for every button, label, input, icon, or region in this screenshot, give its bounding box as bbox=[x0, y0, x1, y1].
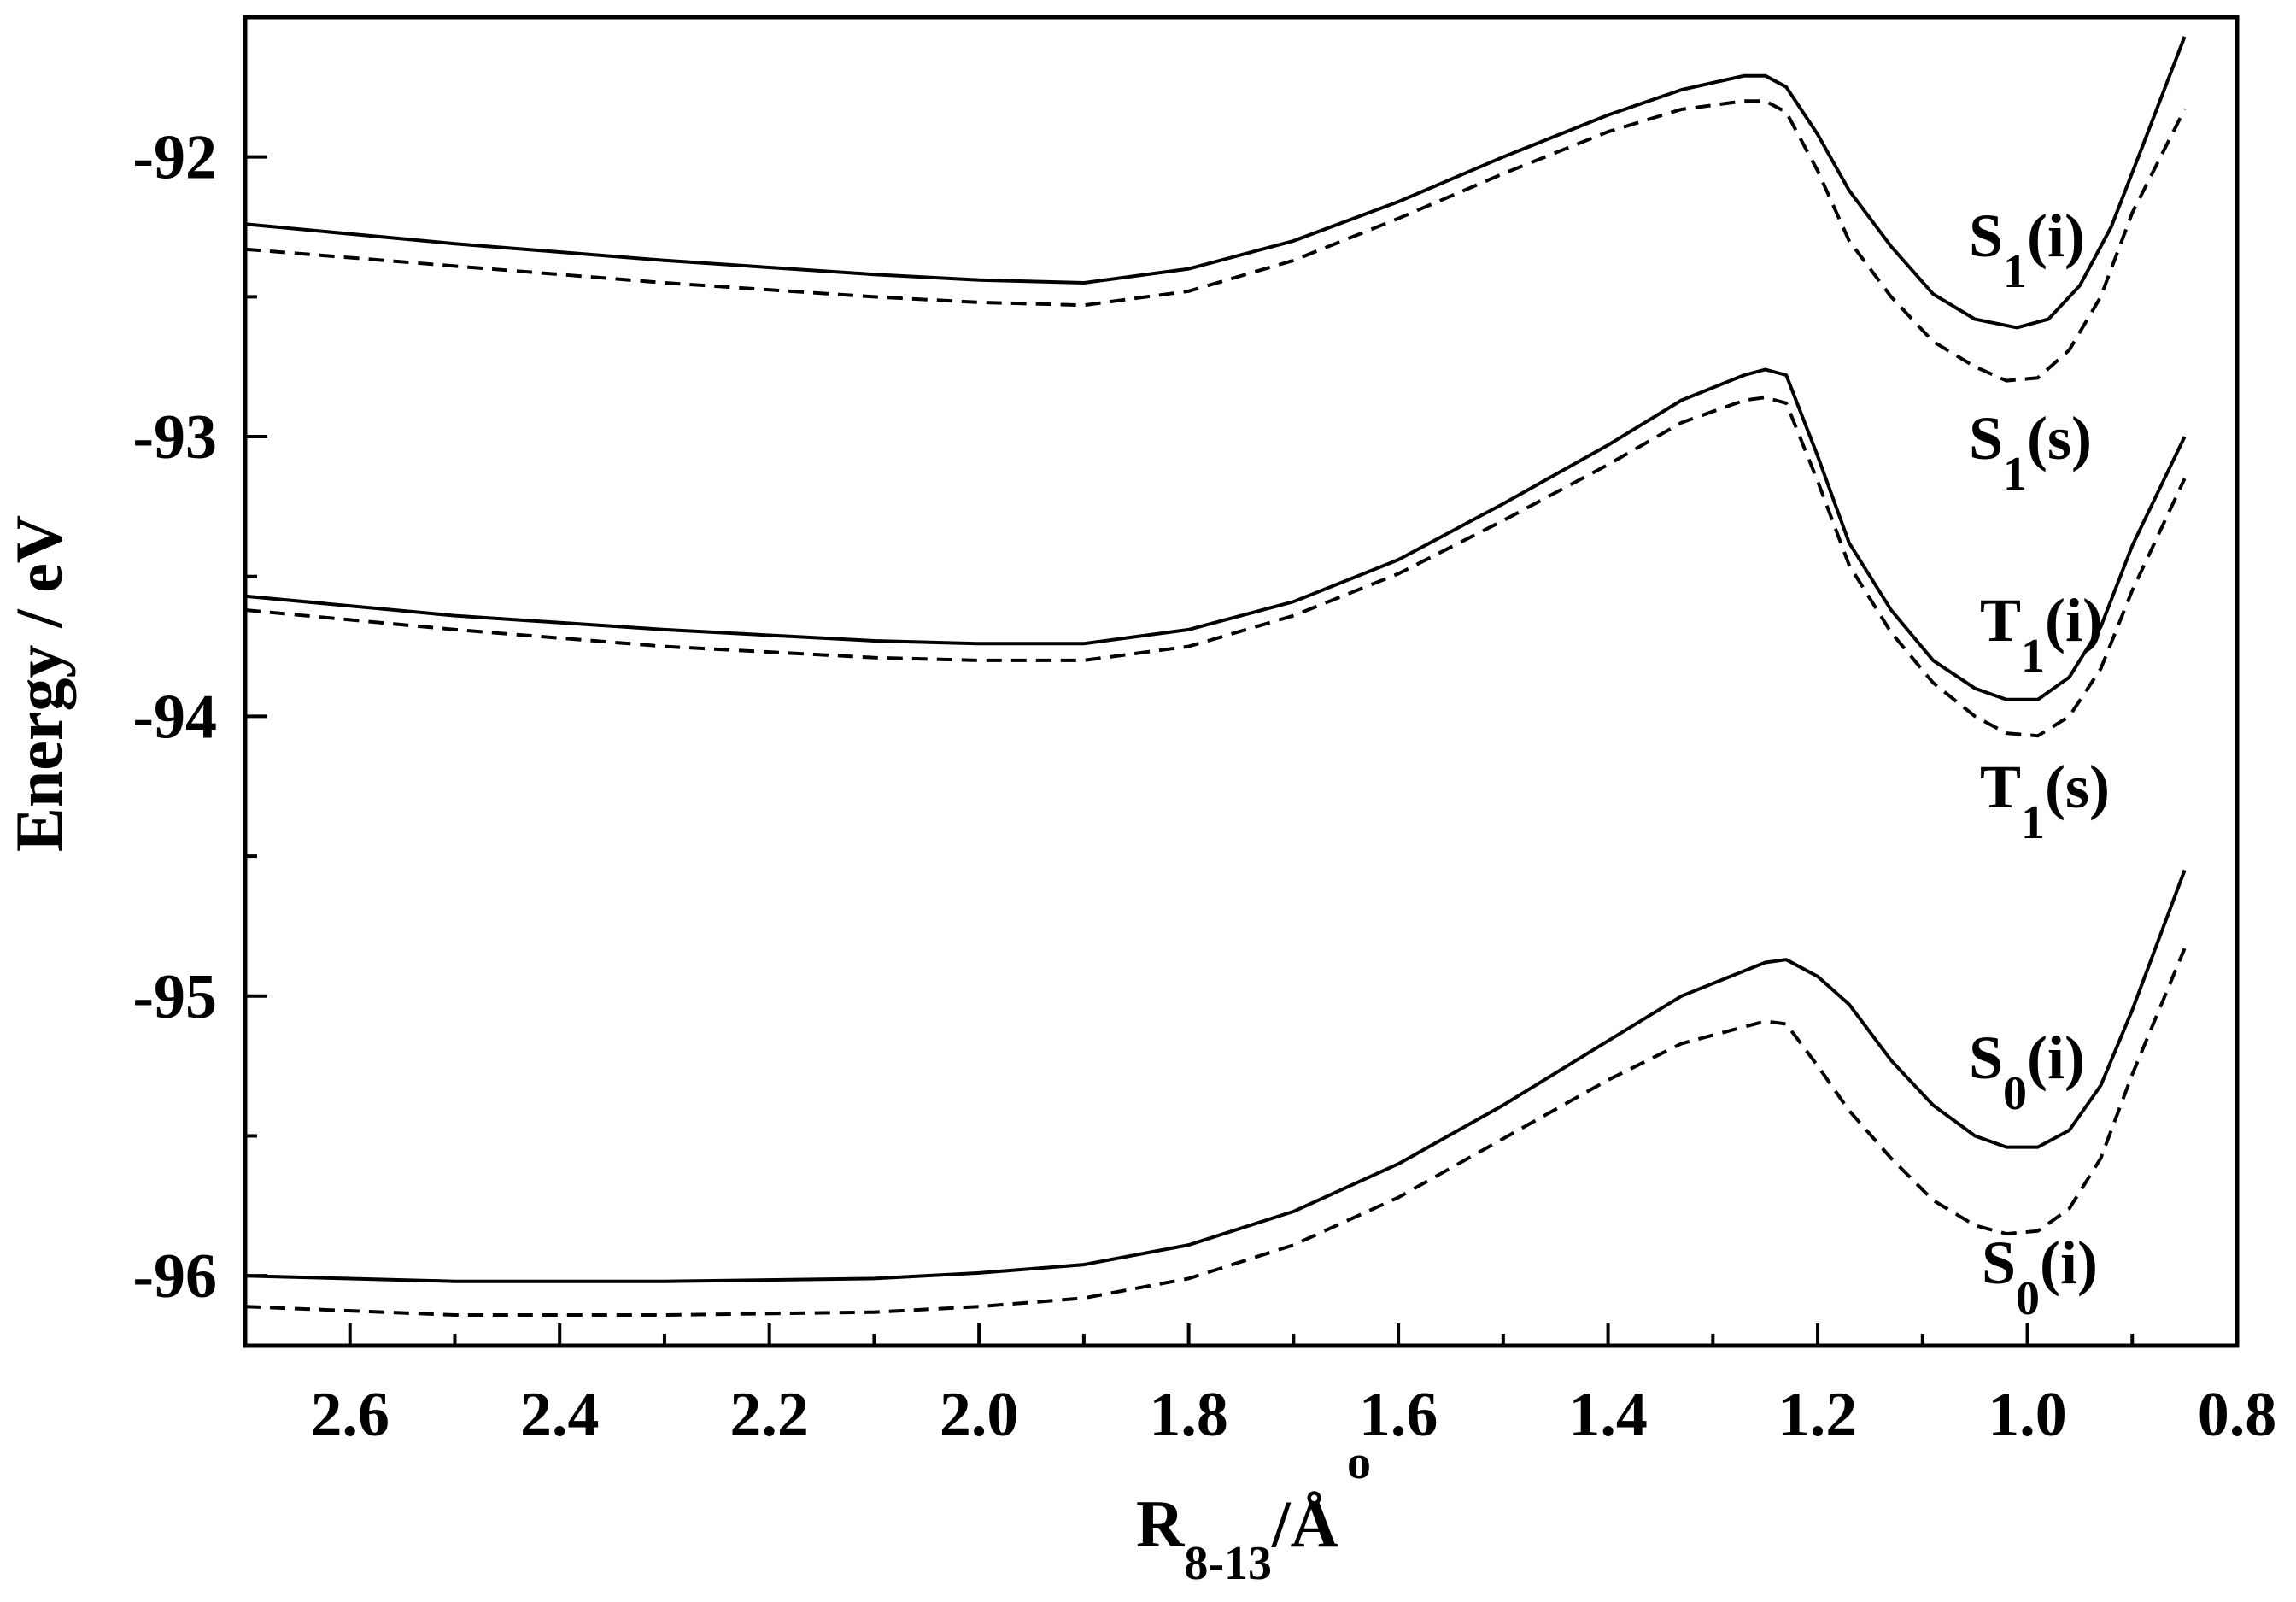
y-tick-label: -95 bbox=[132, 962, 217, 1032]
series-label-0: S1(i) bbox=[1969, 202, 2085, 298]
x-tick-label: 2.2 bbox=[729, 1380, 809, 1450]
y-tick-label: -94 bbox=[132, 682, 217, 752]
x-tick-label: 2.4 bbox=[520, 1380, 600, 1450]
series-line-3-dashed bbox=[244, 396, 2187, 738]
series-line-2-solid bbox=[244, 367, 2187, 701]
x-tick-label: 1.6 bbox=[1359, 1380, 1438, 1450]
series-label-2: T1(i) bbox=[1980, 586, 2103, 683]
tick-labels-layer: 2.6 2.4 2.2 2.0 1.8 1.6 1.4 1.2 1.0 0.8 -92 -93 -94 -… bbox=[132, 123, 2276, 1450]
series-line-5-dashed bbox=[244, 948, 2187, 1317]
ticks-layer bbox=[245, 15, 2239, 1346]
x-axis-title: R8-13/Å bbox=[1136, 1487, 1338, 1590]
series-label-4: S0(i) bbox=[1969, 1024, 2085, 1120]
series-line-4-solid bbox=[244, 869, 2187, 1283]
plot-frame bbox=[243, 15, 2240, 1348]
series-label-1: S1(s) bbox=[1969, 404, 2092, 501]
x-tick-label: 0.8 bbox=[2198, 1380, 2277, 1450]
x-tick-label: 1.2 bbox=[1778, 1380, 1858, 1450]
series-label-3: T1(s) bbox=[1980, 753, 2110, 849]
y-tick-label: -96 bbox=[132, 1241, 217, 1312]
x-tick-label: 2.0 bbox=[940, 1380, 1019, 1450]
x-tick-label: 1.4 bbox=[1568, 1380, 1648, 1450]
series-label-5: S0(i) bbox=[1982, 1229, 2098, 1325]
x-tick-label: 1.8 bbox=[1149, 1380, 1228, 1450]
angstrom-ring-mark: o bbox=[1347, 1436, 1371, 1489]
y-tick-label: -92 bbox=[132, 123, 217, 193]
y-axis-title: Energy / eV bbox=[2, 515, 76, 852]
x-tick-label: 1.0 bbox=[1988, 1380, 2067, 1450]
x-axis-title-sub: 8-13 bbox=[1184, 1537, 1272, 1590]
series-line-1-dashed bbox=[244, 99, 2187, 383]
y-tick-label: -93 bbox=[132, 402, 217, 472]
curves-layer bbox=[244, 36, 2187, 1317]
x-axis-title-tail: /Å bbox=[1271, 1487, 1338, 1561]
x-tick-label: 2.6 bbox=[310, 1380, 390, 1450]
x-axis-title-main: R bbox=[1136, 1487, 1186, 1561]
series-line-0-solid bbox=[244, 36, 2187, 330]
series-labels-layer: S1(i) S1(s) T1(i) T1(s) S0(i) S0(i) bbox=[1969, 202, 2110, 1325]
